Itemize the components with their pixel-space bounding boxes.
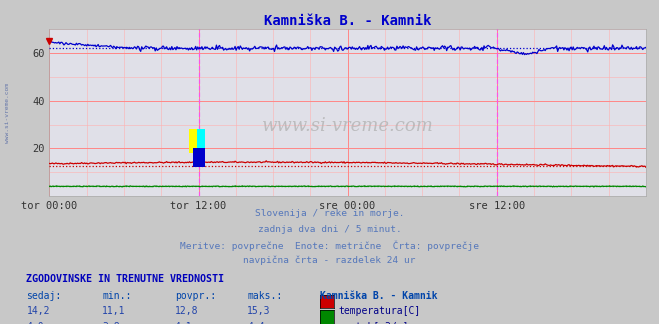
Text: 12,8: 12,8: [175, 306, 198, 316]
Text: min.:: min.:: [102, 291, 132, 301]
Text: navpična črta - razdelek 24 ur: navpična črta - razdelek 24 ur: [243, 256, 416, 265]
Text: ZGODOVINSKE IN TRENUTNE VREDNOSTI: ZGODOVINSKE IN TRENUTNE VREDNOSTI: [26, 274, 224, 284]
Title: Kamniška B. - Kamnik: Kamniška B. - Kamnik: [264, 14, 432, 28]
Text: 11,1: 11,1: [102, 306, 126, 316]
Bar: [197, 129, 206, 153]
Text: www.si-vreme.com: www.si-vreme.com: [5, 83, 11, 144]
Text: povpr.:: povpr.:: [175, 291, 215, 301]
Text: Slovenija / reke in morje.: Slovenija / reke in morje.: [255, 209, 404, 218]
Text: 14,2: 14,2: [26, 306, 50, 316]
Bar: [193, 148, 206, 168]
Text: Kamniška B. - Kamnik: Kamniška B. - Kamnik: [320, 291, 437, 301]
Text: maks.:: maks.:: [247, 291, 282, 301]
Text: Meritve: povprečne  Enote: metrične  Črta: povprečje: Meritve: povprečne Enote: metrične Črta:…: [180, 240, 479, 250]
Text: zadnja dva dni / 5 minut.: zadnja dva dni / 5 minut.: [258, 225, 401, 234]
Text: temperatura[C]: temperatura[C]: [338, 306, 420, 316]
Text: www.si-vreme.com: www.si-vreme.com: [262, 117, 434, 135]
Text: pretok[m3/s]: pretok[m3/s]: [338, 322, 409, 324]
Bar: [188, 129, 197, 153]
Text: 3,8: 3,8: [102, 322, 120, 324]
Text: 4,0: 4,0: [26, 322, 44, 324]
Text: 15,3: 15,3: [247, 306, 271, 316]
Text: sedaj:: sedaj:: [26, 291, 61, 301]
Text: 4,4: 4,4: [247, 322, 265, 324]
Text: 4,1: 4,1: [175, 322, 192, 324]
